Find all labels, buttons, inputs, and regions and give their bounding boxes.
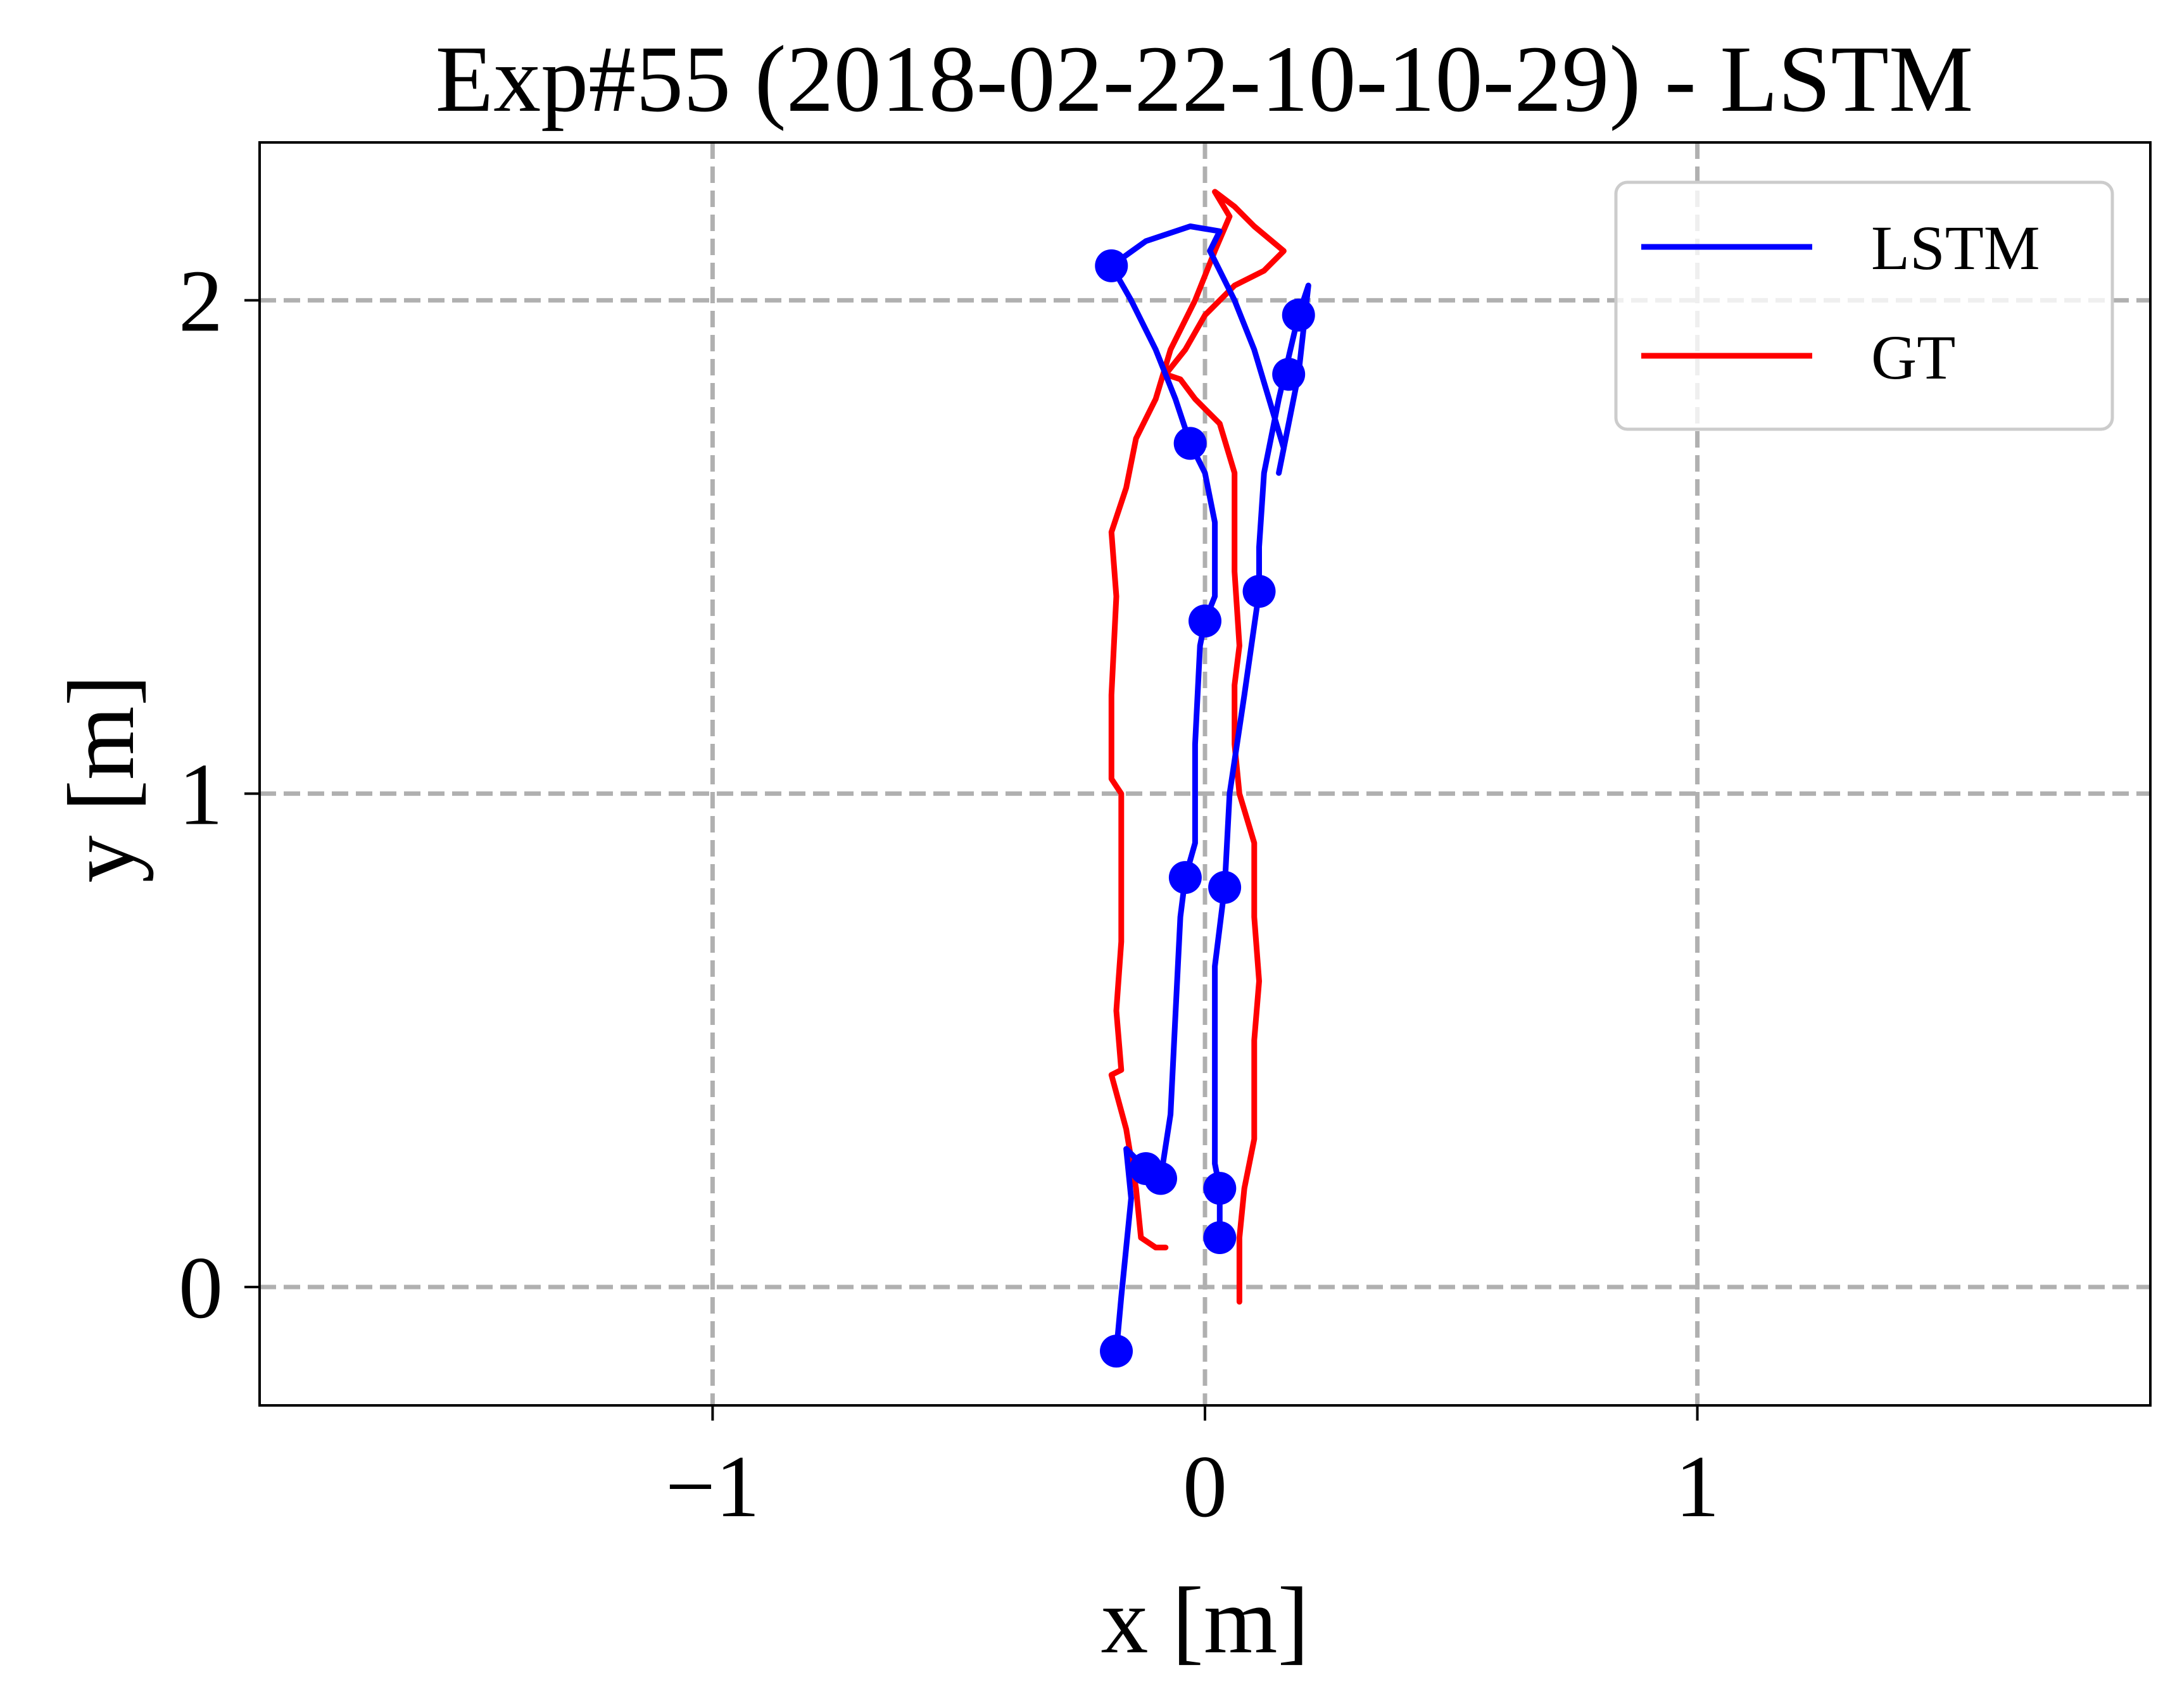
series-marker-lstm	[1272, 358, 1306, 391]
series-marker-lstm	[1203, 1221, 1237, 1255]
y-axis-label: y [m]	[49, 674, 154, 882]
x-axis-ticks: −1 0 1	[665, 1405, 1720, 1536]
x-tick-label: 1	[1675, 1438, 1720, 1536]
series-marker-lstm	[1208, 870, 1242, 904]
legend: LSTM GT	[1614, 180, 2114, 431]
x-axis-label: x [m]	[1100, 1568, 1309, 1673]
x-tick-label: 0	[1183, 1438, 1227, 1536]
legend-label-gt: GT	[1871, 322, 1955, 392]
series-marker-lstm	[1100, 1334, 1133, 1368]
series-layer	[1095, 189, 1315, 1368]
series-marker-lstm	[1168, 861, 1202, 895]
y-tick-label: 0	[179, 1239, 223, 1337]
series-line-gt	[1108, 189, 1287, 1305]
series-line-lstm	[1108, 223, 1311, 1354]
series-marker-lstm	[1173, 427, 1207, 460]
series-marker-lstm	[1095, 249, 1128, 282]
y-axis-ticks: 0 1 2	[179, 252, 260, 1337]
series-marker-lstm	[1282, 298, 1315, 332]
y-tick-label: 1	[179, 746, 223, 844]
y-tick-label: 2	[179, 252, 223, 350]
x-tick-label: −1	[665, 1438, 760, 1536]
series-marker-lstm	[1144, 1162, 1178, 1195]
chart-title: Exp#55 (2018-02-22-10-10-29) - LSTM	[436, 27, 1974, 132]
x-gridlines	[710, 142, 1700, 1405]
series-marker-lstm	[1189, 604, 1221, 637]
series-marker-lstm	[1242, 575, 1276, 608]
legend-label-lstm: LSTM	[1871, 213, 2040, 283]
series-marker-lstm	[1203, 1172, 1237, 1205]
